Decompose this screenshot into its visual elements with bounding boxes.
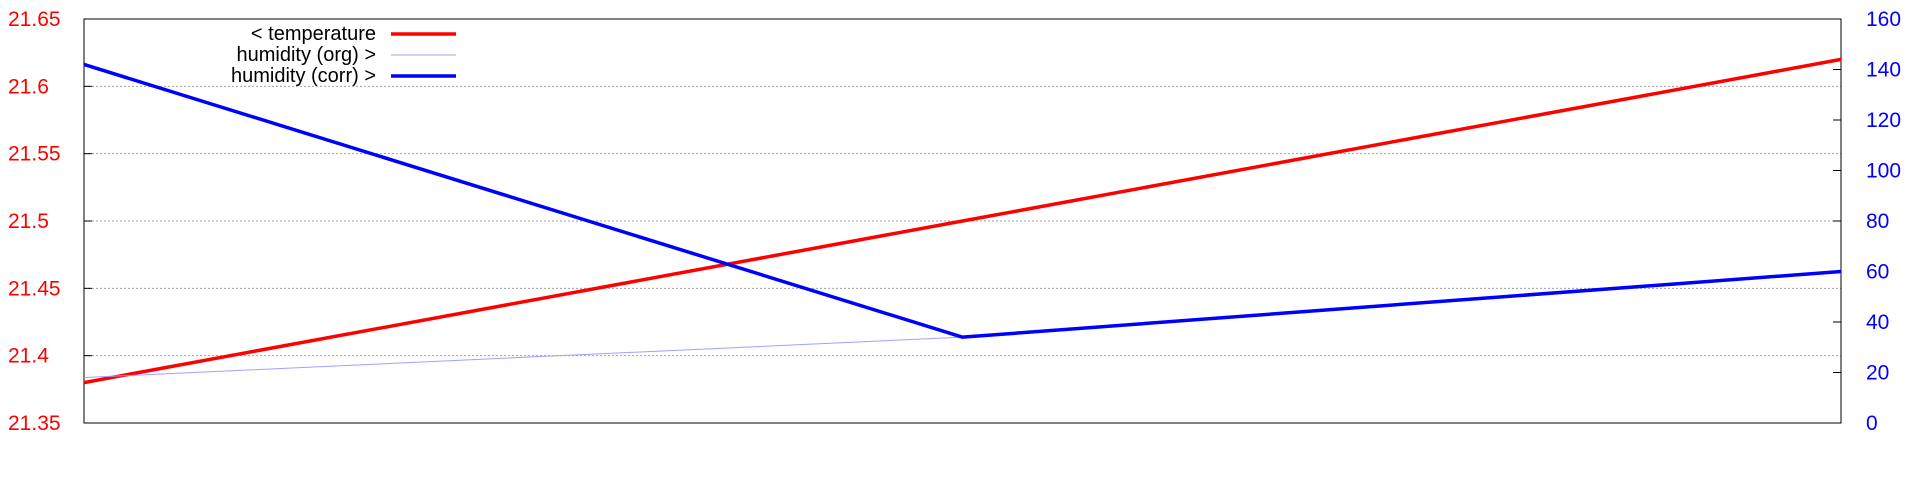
left-tick-label: 21.35 (8, 412, 61, 435)
series-line-3 (83, 62, 1842, 339)
left-tick-label: 21.55 (8, 143, 61, 166)
legend-label: humidity (org) > (237, 44, 377, 66)
right-axis-ticks: 0 20 40 60 80 100 120 140 160 (1833, 8, 1901, 435)
left-tick-label: 21.5 (8, 210, 49, 233)
left-tick-label: 21.45 (8, 277, 61, 300)
left-tick-label: 21.6 (8, 75, 49, 98)
right-tick-label: 60 (1866, 261, 1889, 284)
right-tick-label: 0 (1866, 412, 1878, 435)
right-tick-label: 40 (1866, 311, 1889, 334)
left-tick-label: 21.4 (8, 345, 49, 368)
series-line-2 (83, 271, 1842, 379)
left-tick-label: 21.65 (8, 8, 61, 31)
left-axis-ticks: 21.35 21.4 21.45 21.5 21.55 21.6 21.65 (8, 8, 92, 435)
right-tick-label: 140 (1866, 59, 1901, 82)
right-tick-label: 120 (1866, 109, 1901, 132)
right-tick-label: 100 (1866, 160, 1901, 183)
series-lines (83, 57, 1842, 385)
right-tick-label: 160 (1866, 8, 1901, 31)
right-tick-label: 80 (1866, 210, 1889, 233)
legend-label: < temperature (251, 23, 376, 45)
legend-label: humidity (corr) > (231, 65, 376, 87)
right-tick-label: 20 (1866, 362, 1889, 385)
series-line-1 (83, 57, 1842, 385)
